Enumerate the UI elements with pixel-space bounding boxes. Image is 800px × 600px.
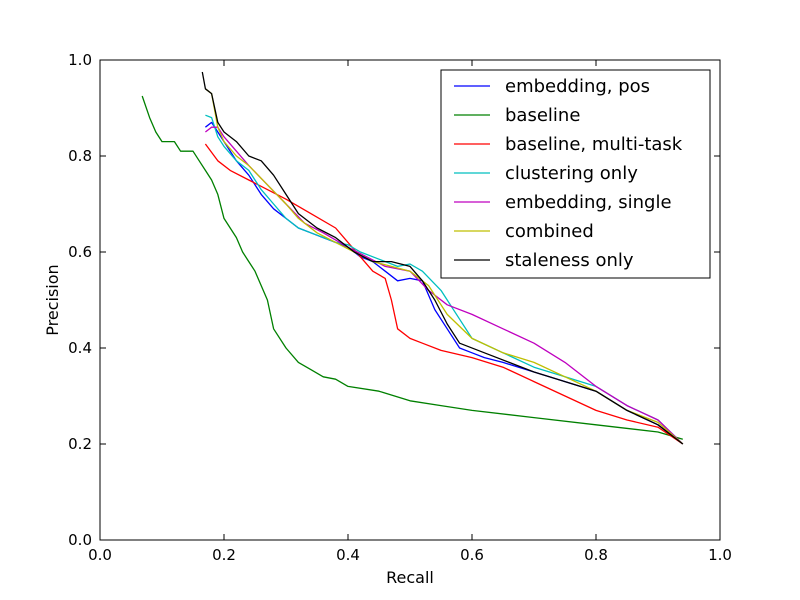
legend-label-0: embedding, pos <box>505 76 650 97</box>
ticks-layer: 0.0 0.2 0.4 0.6 0.8 1.0 0.0 0.2 0.4 0.6 0.8 1.0 <box>68 51 732 564</box>
legend-frame <box>440 69 711 279</box>
legend-label-2: baseline, multi-task <box>505 134 683 155</box>
x-tick-label: 0.2 <box>212 546 236 564</box>
y-tick-label: 0.4 <box>68 339 92 357</box>
legend-label-4: embedding, single <box>505 192 672 213</box>
y-tick-label: 0.2 <box>68 435 92 453</box>
x-axis-label: Recall <box>386 568 434 587</box>
legend-label-1: baseline <box>505 105 580 126</box>
y-axis-label: Precision <box>43 264 62 335</box>
legend: embedding, pos baseline baseline, multi-ta… <box>440 69 711 279</box>
legend-items: embedding, pos baseline baseline, multi-ta… <box>454 76 683 271</box>
plot-frame <box>99 59 721 541</box>
x-tick-label: 0.8 <box>584 546 608 564</box>
legend-label-3: clustering only <box>505 163 638 184</box>
series-layer <box>141 71 684 445</box>
y-tick-label: 0.0 <box>68 531 92 549</box>
x-tick-label: 0.4 <box>336 546 360 564</box>
series-line-6 <box>201 71 684 445</box>
x-tick-label: 0.6 <box>460 546 484 564</box>
legend-label-6: staleness only <box>505 250 634 271</box>
series-line-2 <box>204 143 684 445</box>
y-tick-label: 0.6 <box>68 243 92 261</box>
x-tick-label: 1.0 <box>708 546 732 564</box>
series-line-1 <box>141 95 683 440</box>
y-tick-label: 1.0 <box>68 51 92 69</box>
x-tick-label: 0.0 <box>88 546 112 564</box>
series-line-3 <box>205 114 684 445</box>
legend-label-5: combined <box>505 221 594 242</box>
y-tick-label: 0.8 <box>68 147 92 165</box>
